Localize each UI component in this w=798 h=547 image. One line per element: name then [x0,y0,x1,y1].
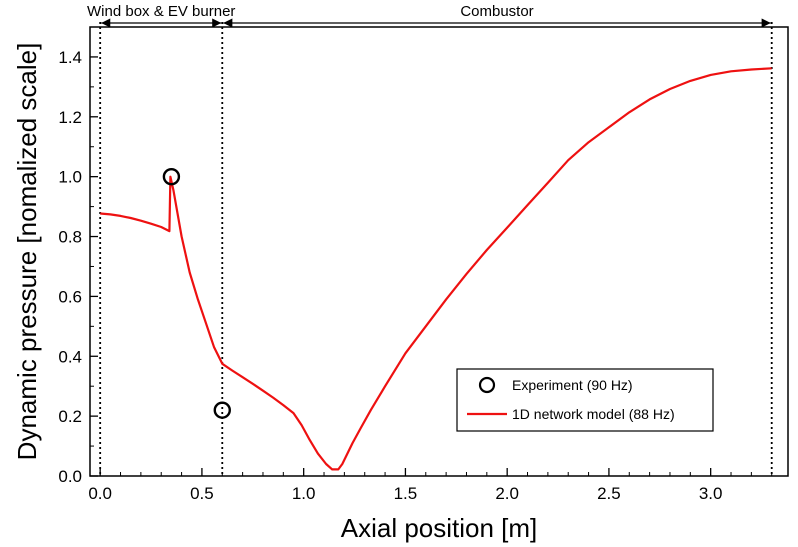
y-tick-label: 0.6 [58,287,82,306]
x-tick-label: 2.5 [597,484,621,503]
y-tick-label: 0.8 [58,228,82,247]
region-annotations: Wind box & EV burner Combustor [87,3,771,28]
x-tick-label: 1.0 [292,484,316,503]
region-boundaries [99,22,773,476]
region-label: Combustor [460,3,533,20]
legend-box [456,368,714,432]
data-point-experiment [213,401,231,419]
legend-label-network-model: 1D network model (88 Hz) [512,406,675,422]
y-tick-label: 0.0 [58,467,82,486]
x-tick-label: 0.0 [88,484,112,503]
y-tick-label: 0.2 [58,407,82,426]
y-axis-title: Dynamic pressure [nomalized scale] [12,43,42,461]
x-tick-label: 0.5 [190,484,214,503]
y-tick-label: 1.2 [58,108,82,127]
y-tick-label: 1.4 [58,48,82,67]
x-tick-label: 1.5 [394,484,418,503]
plot-frame [89,26,789,477]
legend: Experiment (90 Hz) 1D network model (88 … [456,368,714,432]
region-label: Wind box & EV burner [87,3,235,20]
series-line-network-model [100,67,772,471]
x-tick-label: 3.0 [699,484,723,503]
x-axis-ticks: 0.0 0.5 1.0 1.5 2.0 2.5 3.0 [88,468,773,503]
legend-label-experiment: Experiment (90 Hz) [512,377,633,393]
y-tick-label: 1.0 [58,168,82,187]
y-axis-ticks: 0.0 0.2 0.4 0.6 0.8 1.0 1.2 1.4 [58,48,98,486]
data-point-experiment [162,167,181,186]
x-axis-title: Axial position [m] [341,513,538,543]
legend-marker-experiment [478,376,496,394]
series-layer [100,67,772,471]
y-tick-label: 0.4 [58,347,82,366]
x-tick-label: 2.0 [495,484,519,503]
